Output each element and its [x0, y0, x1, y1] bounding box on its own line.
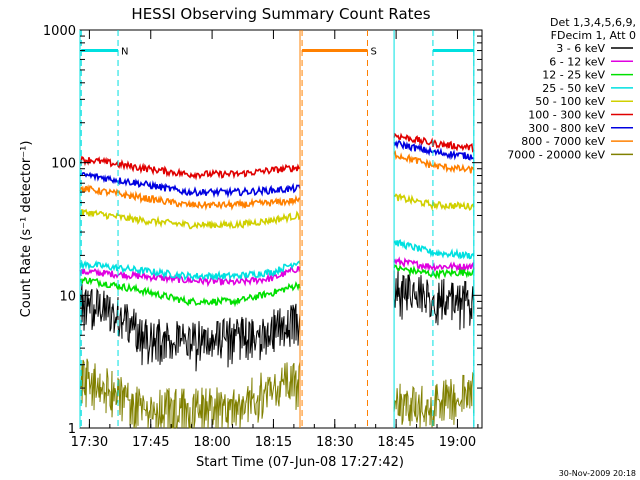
series-line-4-seg1	[79, 260, 301, 282]
series-line-3-seg2	[393, 264, 475, 280]
y-tick-label: 10	[59, 289, 76, 304]
series-line-5-seg2	[393, 193, 475, 212]
legend-label: 800 - 7000 keV	[521, 135, 605, 148]
legend-label: 6 - 12 keV	[549, 55, 605, 68]
legend-header-line-2: FDecim 1, Att 0	[551, 29, 636, 42]
series-line-4-seg2	[393, 239, 475, 260]
annotation-label: S	[370, 47, 376, 58]
series-line-3-seg1	[79, 276, 301, 308]
legend-label: 12 - 25 keV	[542, 69, 605, 82]
legend-label: 25 - 50 keV	[542, 82, 605, 95]
x-tick-label: 18:15	[255, 435, 292, 450]
x-axis-label: Start Time (07-Jun-08 17:27:42)	[196, 455, 404, 470]
series-line-8-seg1	[79, 184, 301, 211]
footer-timestamp: 30-Nov-2009 20:18	[559, 469, 636, 478]
x-tick-label: 18:45	[377, 435, 414, 450]
series-line-5-seg1	[79, 208, 301, 230]
x-tick-label: 19:00	[439, 435, 476, 450]
legend-label: 50 - 100 keV	[535, 95, 605, 108]
annotation-label: N	[121, 47, 128, 58]
series-line-8-seg2	[393, 150, 475, 174]
y-tick-label: 100	[51, 157, 76, 172]
legend-label: 300 - 800 keV	[528, 122, 605, 135]
series-line-1-seg1	[79, 284, 301, 372]
legend-label: 100 - 300 keV	[528, 109, 605, 122]
plot-frame	[79, 29, 483, 429]
x-tick-label: 18:00	[193, 435, 230, 450]
series-line-9-seg2	[393, 371, 475, 429]
chart-title: HESSI Observing Summary Count Rates	[131, 5, 430, 23]
series-line-7-seg2	[393, 139, 475, 161]
series-line-1-seg2	[393, 268, 475, 330]
legend-label: 7000 - 20000 keV	[507, 148, 605, 161]
x-tick-label: 17:45	[132, 435, 169, 450]
x-tick-label: 18:30	[316, 435, 353, 450]
series-line-6-seg2	[393, 132, 475, 153]
series-line-6-seg1	[79, 155, 301, 181]
y-tick-label: 1	[68, 422, 76, 437]
legend-label: 3 - 6 keV	[556, 42, 605, 55]
series-line-9-seg1	[79, 358, 301, 430]
series-line-7-seg1	[79, 171, 301, 199]
legend-header-line-1: Det 1,3,4,5,6,9,	[550, 16, 636, 29]
y-axis-label: Count Rate (s⁻¹ detector⁻¹)	[19, 141, 34, 318]
x-tick-label: 17:30	[71, 435, 108, 450]
series-line-2-seg1	[79, 266, 301, 288]
y-tick-label: 1000	[43, 24, 76, 39]
series-line-2-seg2	[393, 256, 475, 273]
